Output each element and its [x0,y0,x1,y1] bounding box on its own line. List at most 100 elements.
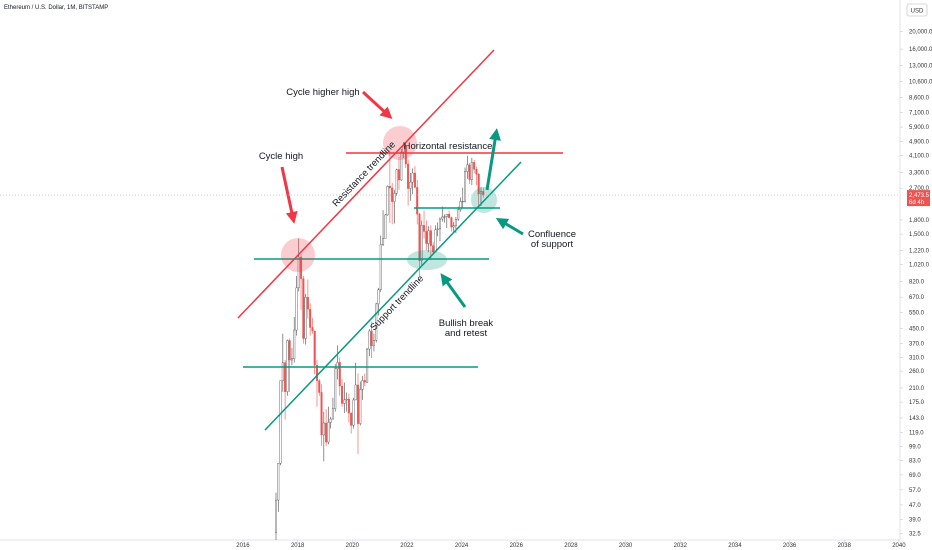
x-tick-label: 2022 [400,543,414,549]
y-tick-label: 3,300.0 [909,171,930,177]
candle-body [423,225,426,232]
candle-body [393,193,396,202]
candle-body [475,169,478,175]
candle-body [334,368,337,409]
candle-body [464,171,467,202]
annotation: Cycle high [259,151,303,162]
annotation: Confluence [528,229,576,240]
candle-body [388,186,391,189]
highlight-circle[interactable] [281,238,315,272]
candle-body [363,380,366,383]
y-tick-label: 32.5 [909,532,921,538]
candle-body [318,380,321,393]
candle-body [409,181,412,189]
x-tick-label: 2028 [564,543,578,549]
candle-body [304,296,307,339]
y-tick-label: 20,000.0 [909,30,932,36]
x-tick-label: 2026 [510,543,524,549]
y-tick-label: 175.0 [909,400,925,406]
annotation: of support [531,239,574,250]
candle-body [366,348,369,383]
candle-body [441,216,444,220]
candle-body [359,389,362,424]
x-tick-label: 2030 [619,543,633,549]
arrow[interactable] [280,166,298,224]
support-trendline[interactable] [264,161,522,431]
candle-body [377,289,380,305]
candle-body [352,399,355,426]
y-tick-label: 83.0 [909,458,921,464]
candle-body [290,358,293,361]
candle-body [384,214,387,239]
candle-body [347,398,350,414]
y-tick-label: 13,000.0 [909,63,932,69]
candle-body [418,213,421,261]
candle-body [413,172,416,188]
current-price-label: 2,473.5 [909,193,930,199]
candle-body [370,330,373,346]
y-tick-label: 7,100.0 [909,111,930,117]
y-tick-label: 1,500.0 [909,232,930,238]
y-tick-label: 99.0 [909,445,921,451]
currency-box[interactable] [906,3,928,17]
currency: USD [911,9,924,15]
y-tick-label: 550.0 [909,311,925,317]
candle-body [429,230,432,246]
candle-body [311,327,314,332]
resistance-trendline[interactable] [237,49,495,319]
candle-body [341,385,344,404]
x-tick-label: 2036 [783,543,797,549]
candle-body [320,392,323,436]
candle-body [404,145,407,165]
candle-body [279,380,282,464]
candle-body [443,216,446,218]
y-tick-label: 370.0 [909,342,925,348]
candle-body [468,164,471,180]
candle-body [300,256,303,279]
candle-body [315,365,318,381]
y-tick-label: 260.0 [909,369,925,375]
highlight-circle[interactable] [383,126,417,160]
arrow[interactable] [440,273,467,308]
candle-body [473,162,476,170]
highlight-ellipse[interactable] [407,250,447,270]
arrow[interactable] [361,90,393,120]
x-tick-label: 2024 [455,543,469,549]
x-tick-label: 2016 [236,543,250,549]
annotation: Cycle higher high [286,87,359,98]
candle-body [454,219,457,226]
candle-body [343,399,346,404]
candle-body [402,145,405,153]
x-tick-label: 2038 [838,543,852,549]
candle-body [391,187,394,202]
candle-body [470,162,473,180]
candle-body [313,330,316,366]
candle-body [295,287,298,331]
y-tick-label: 57.0 [909,488,921,494]
candle-body [306,296,309,310]
arrow[interactable] [495,217,524,236]
candle-body [395,169,398,194]
current-price-box [907,190,930,207]
candle-body [477,174,480,195]
candle-body [427,230,430,244]
candle-body [382,238,385,245]
y-tick-label: 1,020.0 [909,262,930,268]
candle-body [277,463,280,501]
candle-body [274,499,277,533]
y-tick-label: 1,800.0 [909,218,930,224]
candle-body [386,186,389,216]
highlight-circle[interactable] [471,187,497,213]
candle-body [368,330,371,350]
y-tick-label: 5,900.0 [909,125,930,131]
candle-body [372,340,375,346]
y-tick-label: 8,600.0 [909,96,930,102]
candle-body [425,231,428,244]
candle-body [345,398,348,401]
symbol-title: Ethereum / U.S. Dollar, 1M, BITSTAMP [4,5,108,11]
arrow[interactable] [485,128,501,191]
candle-body [466,164,469,172]
candle-body [434,229,437,253]
